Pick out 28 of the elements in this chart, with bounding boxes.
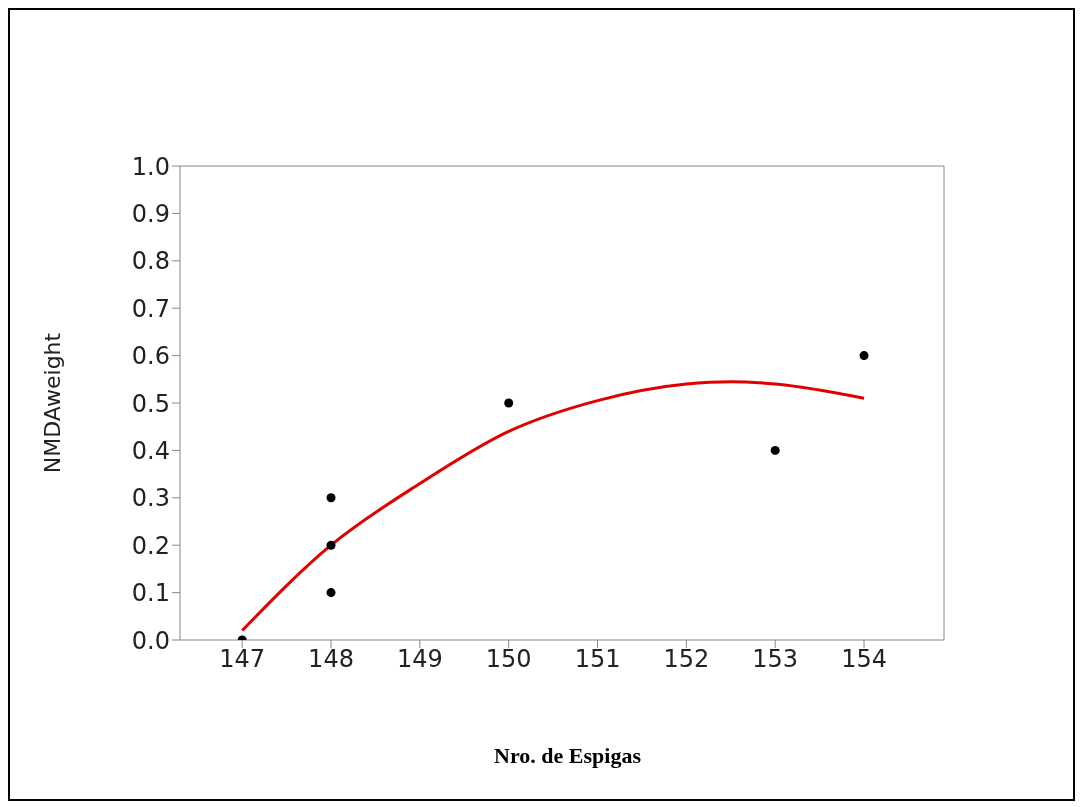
y-tick-label: 0.3 <box>131 484 170 513</box>
y-axis-title: NMDAweight <box>39 332 65 474</box>
x-axis-title: Nro. de Espigas <box>493 743 642 769</box>
point <box>326 493 336 503</box>
y-tick-label: 0.0 <box>131 626 170 655</box>
y-tick-label: 0.5 <box>131 389 170 418</box>
y-tick-label: 0.2 <box>131 531 170 560</box>
y-tick-label: 0.9 <box>131 199 170 228</box>
point <box>326 588 336 598</box>
point <box>859 351 869 361</box>
x-tick-label: 154 <box>841 645 887 674</box>
y-tick-label: 0.4 <box>131 436 170 465</box>
point <box>326 540 336 550</box>
x-tick-label: 148 <box>308 645 354 674</box>
point <box>770 445 780 455</box>
x-tick-label: 152 <box>663 645 710 674</box>
line-series <box>240 380 866 633</box>
y-tick-label: 0.1 <box>131 579 170 608</box>
x-tick-label: 153 <box>752 645 799 674</box>
y-tick-label: 0.8 <box>131 247 170 276</box>
x-tick-label: 147 <box>219 645 266 674</box>
y-tick-label: 1.0 <box>131 152 170 181</box>
x-tick-label: 150 <box>485 645 532 674</box>
y-tick-label: 0.6 <box>131 342 170 371</box>
point <box>504 398 514 408</box>
x-tick-label: 151 <box>574 645 621 674</box>
x-tick-label: 149 <box>396 645 443 674</box>
y-tick-label: 0.7 <box>131 294 170 323</box>
